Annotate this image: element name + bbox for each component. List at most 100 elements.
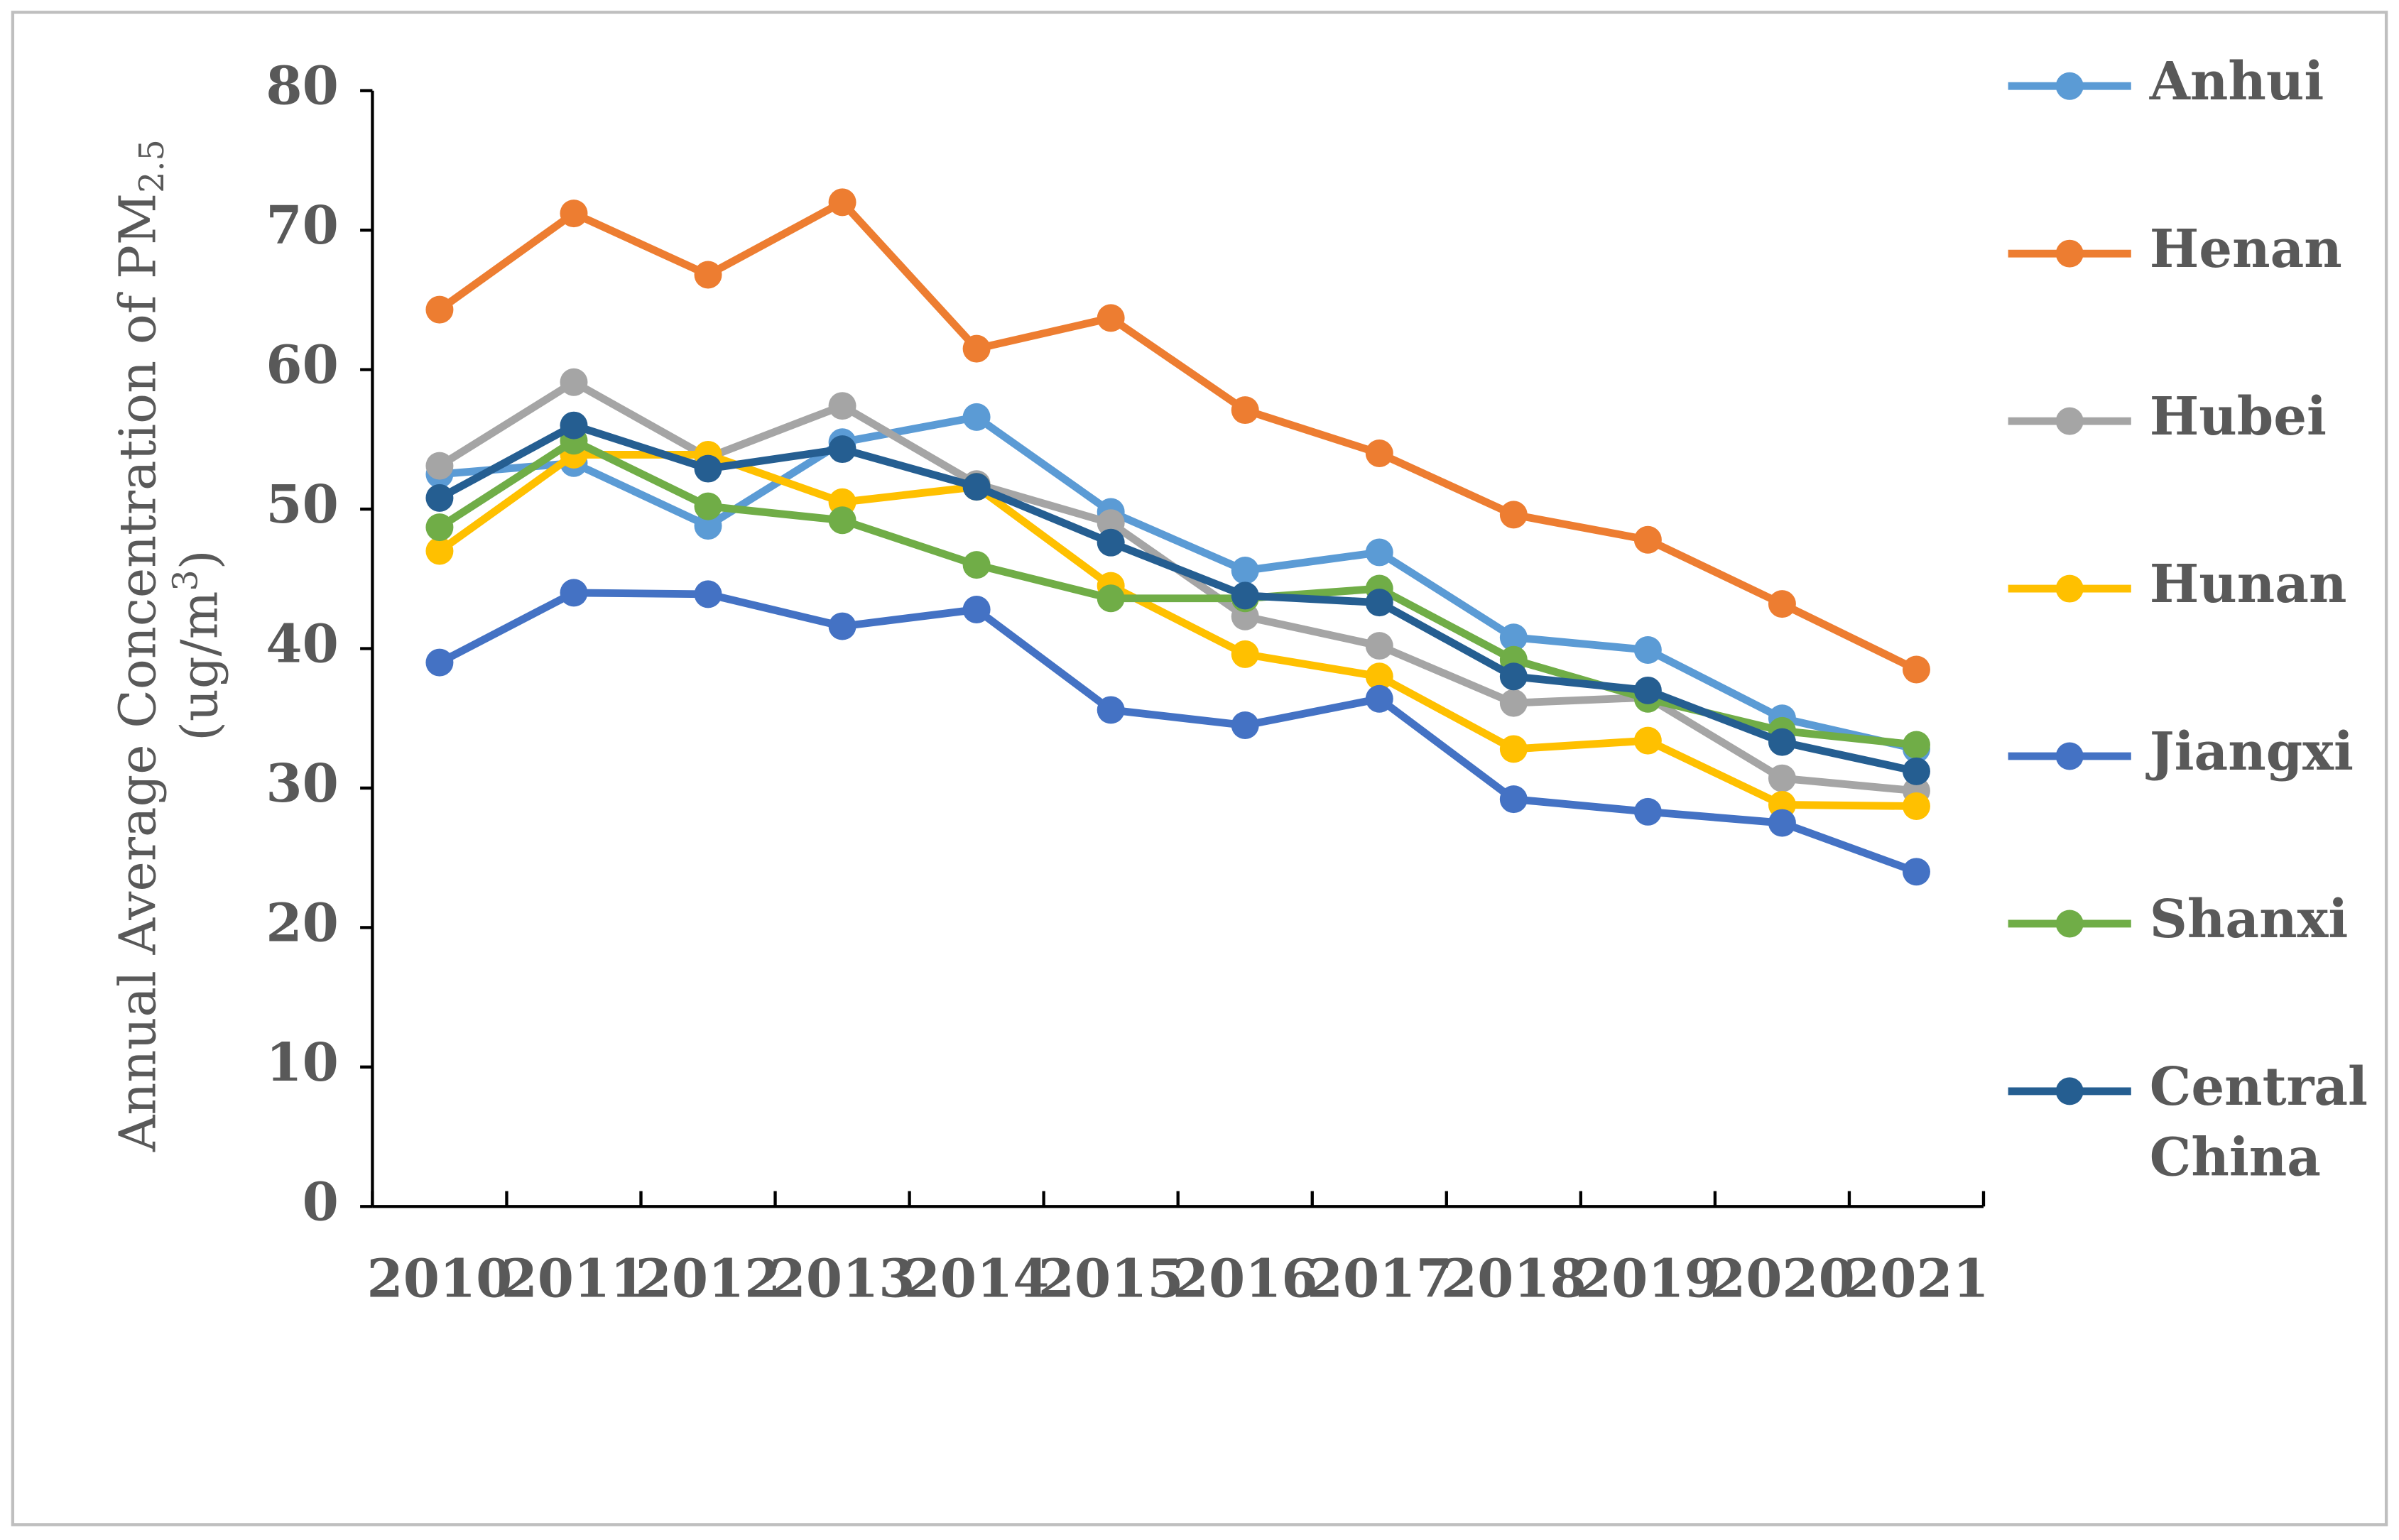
x-tick-label: 2018: [1441, 1249, 1587, 1310]
data-point: [1097, 696, 1125, 724]
legend-label: Shanxi: [2150, 889, 2349, 950]
data-point: [962, 473, 991, 501]
data-point: [1365, 439, 1393, 467]
data-point: [1633, 676, 1662, 704]
data-point: [1365, 684, 1393, 713]
x-tick-label: 2012: [636, 1249, 781, 1310]
legend-marker: [2055, 72, 2084, 100]
y-axis-title-main: Annual Average Concentration of PM: [108, 193, 167, 1152]
data-point: [1902, 731, 1930, 759]
legend-marker: [2055, 407, 2084, 435]
legend-label: Jiangxi: [2145, 721, 2354, 782]
series-line: [437, 437, 1917, 749]
series-line: [437, 421, 1917, 775]
x-tick-label: 2015: [1038, 1249, 1184, 1310]
series-line: [437, 589, 1918, 875]
legend-label: Hunan: [2150, 554, 2347, 615]
data-point: [1365, 662, 1393, 691]
data-point: [1097, 528, 1125, 557]
frame: [11, 11, 2388, 1527]
data-point: [560, 368, 588, 396]
legend-marker: [2055, 574, 2084, 603]
data-point: [1231, 640, 1259, 668]
data-point: [1768, 809, 1796, 837]
data-point: [828, 188, 856, 217]
x-tick-label: 2011: [501, 1249, 647, 1310]
data-point: [425, 648, 454, 677]
y-axis-title-sub: 2.5: [133, 139, 172, 193]
data-point: [1902, 858, 1930, 886]
y-tick-label: 30: [266, 753, 338, 814]
data-point: [962, 596, 991, 623]
legend-label: Anhui: [2149, 51, 2324, 112]
data-point: [828, 435, 856, 464]
y-tick-label: 80: [266, 56, 338, 117]
data-point: [694, 512, 722, 540]
x-tick-label: 2014: [904, 1249, 1050, 1310]
data-point: [560, 200, 588, 228]
data-point: [1499, 735, 1528, 763]
data-point: [1365, 589, 1393, 617]
data-point: [1097, 509, 1125, 537]
data-point: [425, 484, 454, 512]
data-point: [1097, 304, 1125, 332]
y-tick-label: 40: [266, 613, 338, 675]
x-tick-label: 2013: [770, 1249, 915, 1310]
x-tick-label: 2016: [1173, 1249, 1318, 1310]
data-point: [828, 612, 856, 640]
data-point: [1633, 525, 1662, 554]
data-point: [962, 403, 991, 431]
x-tick-label: 2019: [1575, 1249, 1721, 1310]
unit-open: (ug/m: [170, 591, 229, 741]
data-point: [1097, 584, 1125, 613]
data-point: [1768, 728, 1796, 756]
data-point: [425, 452, 454, 480]
y-axis-unit: (ug/m3): [166, 550, 229, 741]
y-tick-label: 50: [266, 474, 338, 535]
data-point: [694, 454, 722, 483]
data-point: [1499, 501, 1528, 529]
data-point: [828, 392, 856, 420]
data-point: [1499, 662, 1528, 691]
legend-marker: [2055, 910, 2084, 938]
legend-label: Central China: [2150, 1056, 2368, 1189]
legend-marker: [2055, 742, 2084, 770]
unit-sup: 3: [166, 569, 205, 591]
data-point: [1231, 581, 1259, 610]
data-point: [962, 334, 991, 363]
data-point: [1768, 590, 1796, 618]
y-tick-label: 70: [266, 195, 338, 256]
y-tick-label: 20: [266, 892, 338, 954]
data-point: [425, 295, 454, 324]
legend-marker: [2055, 1077, 2084, 1105]
data-point: [1499, 785, 1528, 814]
data-point: [1633, 797, 1662, 826]
x-tick-label: 2020: [1709, 1249, 1855, 1310]
y-axis-title: Annual Average Concentration of PM2.5: [108, 139, 171, 1152]
series-line: [437, 198, 1918, 673]
series-line: [437, 451, 1917, 810]
y-tick-label: 10: [266, 1032, 338, 1093]
data-point: [1365, 632, 1393, 660]
data-point: [425, 537, 454, 565]
data-point: [1499, 689, 1528, 717]
data-point: [694, 261, 722, 289]
data-point: [1231, 396, 1259, 425]
x-tick-label: 2010: [367, 1249, 513, 1310]
legend-label-line: China: [2150, 1127, 2321, 1188]
data-point: [425, 513, 454, 542]
legend-marker: [2055, 239, 2084, 268]
data-point: [560, 411, 588, 439]
y-tick-label: 60: [266, 335, 338, 396]
data-point: [1768, 764, 1796, 792]
data-point: [694, 580, 722, 608]
data-point: [1231, 711, 1259, 740]
legend-label: Hubei: [2150, 386, 2327, 447]
data-point: [828, 506, 856, 535]
plot-area: 0102030405060708020102011201220132014201…: [266, 51, 2368, 1309]
data-point: [1633, 726, 1662, 755]
series-line: [439, 413, 1917, 753]
x-tick-label: 2021: [1844, 1249, 1989, 1310]
data-point: [1365, 538, 1393, 567]
data-point: [694, 492, 722, 520]
